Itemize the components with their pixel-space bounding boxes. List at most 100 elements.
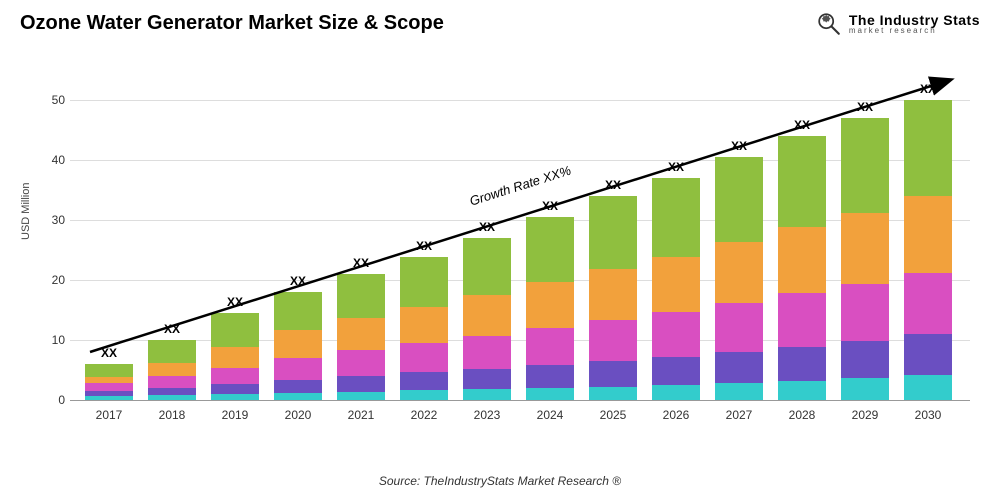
bar-segment xyxy=(148,363,196,376)
bar-segment xyxy=(274,393,322,400)
bar-segment xyxy=(211,384,259,394)
x-tick: 2019 xyxy=(211,408,259,422)
bar-segment xyxy=(337,350,385,376)
bar-segment xyxy=(274,330,322,358)
bar-segment xyxy=(778,227,826,293)
y-tick: 10 xyxy=(45,333,65,347)
brand-logo: The Industry Stats market research xyxy=(815,10,980,38)
y-tick: 50 xyxy=(45,93,65,107)
bar-segment xyxy=(904,375,952,400)
bar-segment xyxy=(463,295,511,336)
y-tick: 20 xyxy=(45,273,65,287)
x-tick: 2023 xyxy=(463,408,511,422)
bar-value-label: XX xyxy=(778,118,826,132)
bar-segment xyxy=(85,383,133,391)
bar-segment xyxy=(715,242,763,303)
bar-value-label: XX xyxy=(337,256,385,270)
bar-segment xyxy=(526,388,574,400)
bar-value-label: XX xyxy=(904,82,952,96)
bar-segment xyxy=(841,284,889,341)
x-tick: 2021 xyxy=(337,408,385,422)
bar-segment xyxy=(778,293,826,346)
gear-magnifier-icon xyxy=(815,10,843,38)
bar-segment xyxy=(211,347,259,367)
x-tick: 2024 xyxy=(526,408,574,422)
bar-group: XX xyxy=(526,217,574,400)
bar-group: XX xyxy=(463,238,511,400)
bar-segment xyxy=(274,380,322,393)
x-tick: 2028 xyxy=(778,408,826,422)
bar-segment xyxy=(400,307,448,343)
bar-segment xyxy=(589,196,637,269)
bar-segment xyxy=(400,343,448,372)
x-tick: 2025 xyxy=(589,408,637,422)
bar-group: XX xyxy=(652,178,700,400)
bar-group: XX xyxy=(904,100,952,400)
chart-title: Ozone Water Generator Market Size & Scop… xyxy=(20,12,444,35)
y-axis-label: USD Million xyxy=(20,183,32,240)
bar-segment xyxy=(337,274,385,318)
chart-plot-area: XXXXXXXXXXXXXXXXXXXXXXXXXXXX 20172018201… xyxy=(70,70,970,440)
bar-group: XX xyxy=(400,257,448,400)
bar-segment xyxy=(715,303,763,352)
bar-segment xyxy=(715,352,763,383)
x-tick: 2030 xyxy=(904,408,952,422)
x-tick: 2017 xyxy=(85,408,133,422)
bar-segment xyxy=(85,364,133,377)
bar-group: XX xyxy=(148,340,196,400)
bar-segment xyxy=(463,238,511,295)
bar-segment xyxy=(778,381,826,400)
bar-group: XX xyxy=(211,313,259,400)
bar-segment xyxy=(274,292,322,330)
bar-value-label: XX xyxy=(526,199,574,213)
bar-segment xyxy=(904,100,952,196)
bar-segment xyxy=(211,368,259,385)
bar-segment xyxy=(841,213,889,284)
bar-group: XX xyxy=(778,136,826,400)
bar-segment xyxy=(148,388,196,395)
bar-value-label: XX xyxy=(589,178,637,192)
bar-value-label: XX xyxy=(463,220,511,234)
bar-segment xyxy=(337,376,385,392)
bar-group: XX xyxy=(85,364,133,400)
bar-segment xyxy=(463,389,511,400)
bar-group: XX xyxy=(337,274,385,400)
bar-segment xyxy=(652,357,700,385)
bar-segment xyxy=(715,157,763,242)
bar-segment xyxy=(778,347,826,381)
bar-value-label: XX xyxy=(841,100,889,114)
bar-segment xyxy=(589,269,637,319)
x-tick: 2029 xyxy=(841,408,889,422)
x-tick: 2018 xyxy=(148,408,196,422)
bar-segment xyxy=(715,383,763,400)
bar-segment xyxy=(400,372,448,390)
bar-segment xyxy=(148,376,196,388)
bar-segment xyxy=(904,273,952,334)
bar-segment xyxy=(526,282,574,328)
bar-value-label: XX xyxy=(148,322,196,336)
bar-segment xyxy=(400,257,448,307)
x-tick: 2027 xyxy=(715,408,763,422)
bar-segment xyxy=(841,118,889,213)
bar-group: XX xyxy=(274,292,322,400)
bar-segment xyxy=(904,196,952,273)
bar-segment xyxy=(652,312,700,357)
bar-segment xyxy=(652,385,700,400)
bar-value-label: XX xyxy=(274,274,322,288)
x-tick: 2022 xyxy=(400,408,448,422)
bar-segment xyxy=(841,341,889,378)
bar-segment xyxy=(526,328,574,365)
bar-segment xyxy=(526,365,574,388)
x-tick: 2026 xyxy=(652,408,700,422)
bar-segment xyxy=(904,334,952,375)
bar-segment xyxy=(211,394,259,400)
bar-segment xyxy=(85,377,133,384)
bar-value-label: XX xyxy=(715,139,763,153)
bar-segment xyxy=(274,358,322,380)
bar-segment xyxy=(148,395,196,400)
bar-value-label: XX xyxy=(652,160,700,174)
y-tick: 0 xyxy=(45,393,65,407)
bar-group: XX xyxy=(841,118,889,400)
bar-group: XX xyxy=(715,157,763,400)
bar-segment xyxy=(337,392,385,400)
